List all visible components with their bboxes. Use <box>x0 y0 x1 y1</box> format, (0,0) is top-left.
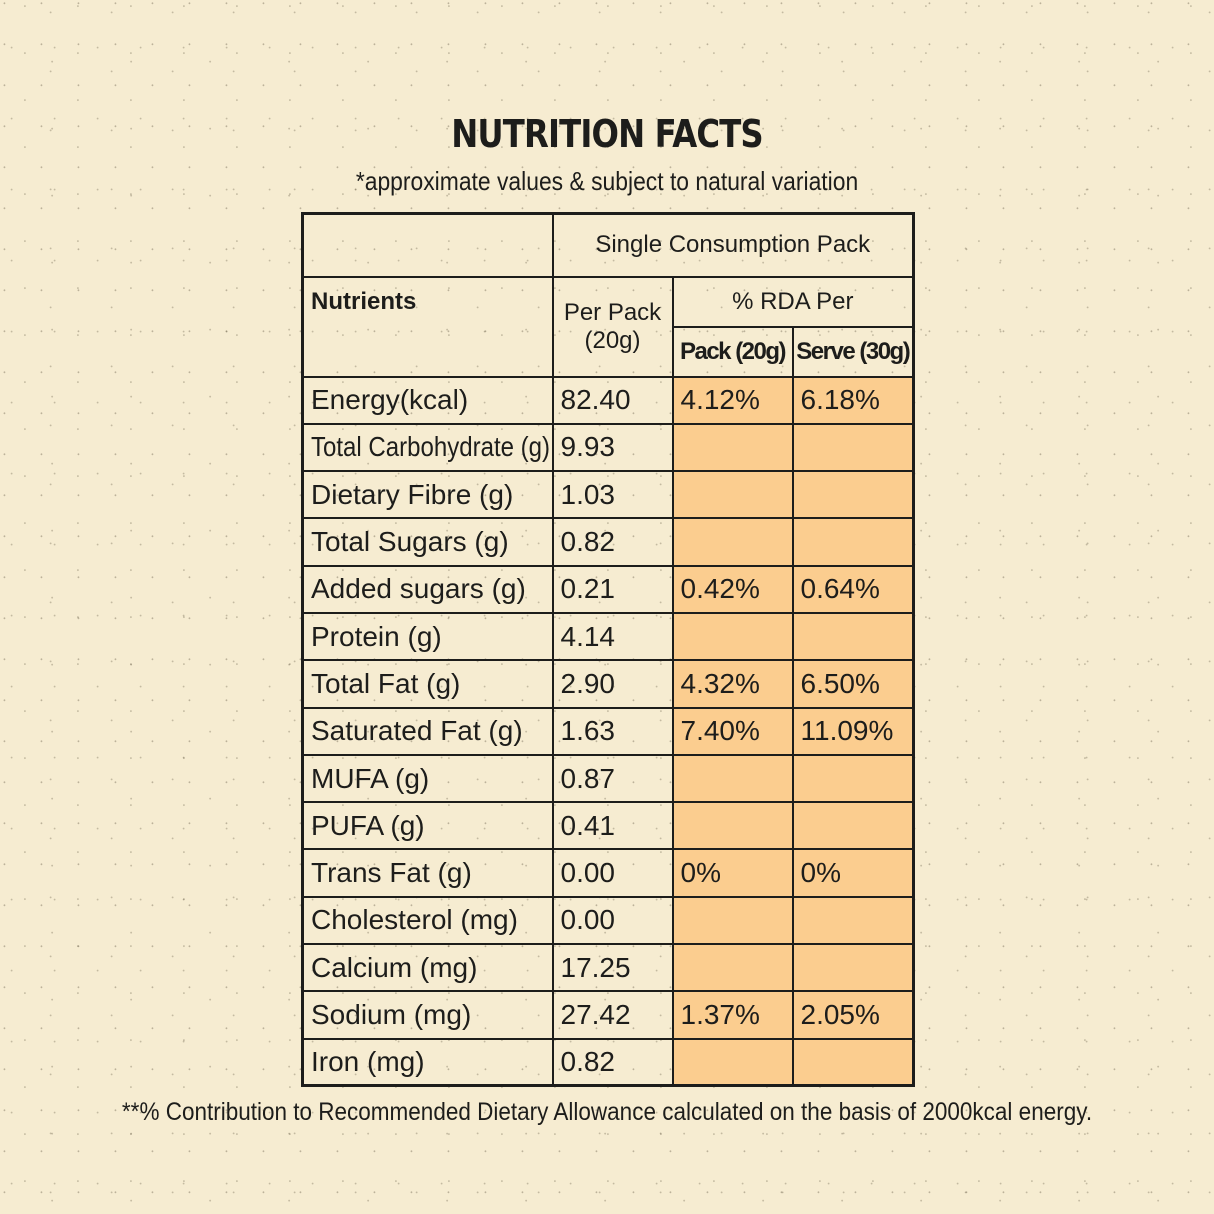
rda-serve-value: 11.09% <box>791 706 915 756</box>
per-pack-unit: (20g) <box>584 326 641 354</box>
rda-pack-value <box>671 943 794 993</box>
rda-pack-value: 1.37% <box>671 990 794 1040</box>
rda-pack-value: 4.12% <box>671 375 794 425</box>
per-pack-value: 0.82 <box>551 517 674 567</box>
nutrient-name: Total Carbohydrate (g) <box>301 422 554 473</box>
rda-serve-value <box>791 753 915 804</box>
nutrient-name: Saturated Fat (g) <box>301 706 554 756</box>
per-pack-value: 0.21 <box>551 564 674 614</box>
per-pack-header: Per Pack (20g) <box>551 275 674 378</box>
rda-header: % RDA Per <box>671 275 915 328</box>
nutrient-name-text: Total Carbohydrate (g) <box>311 431 551 463</box>
rda-serve-value: 0.64% <box>791 564 915 614</box>
per-pack-value: 1.03 <box>551 470 674 520</box>
nutrient-name: Total Sugars (g) <box>301 517 554 567</box>
per-pack-value: 4.14 <box>551 611 674 662</box>
rda-serve-value: 2.05% <box>791 990 915 1040</box>
table-row: Protein (g) 4.14 <box>301 611 915 662</box>
rda-serve-value <box>791 470 915 520</box>
per-pack-value: 17.25 <box>551 943 674 993</box>
rda-pack-value: 4.32% <box>671 659 794 709</box>
table-row: Total Fat (g) 2.90 4.32% 6.50% <box>301 659 915 709</box>
table-row: Total Sugars (g) 0.82 <box>301 517 915 567</box>
footnote: **% Contribution to Recommended Dietary … <box>121 1098 1093 1126</box>
nutrient-name: Energy(kcal) <box>301 375 554 425</box>
nutrient-name: MUFA (g) <box>301 753 554 804</box>
rda-pack-value <box>671 470 794 520</box>
rda-serve-value <box>791 943 915 993</box>
nutrients-header-spacer <box>301 326 554 378</box>
nutrient-name: Iron (mg) <box>301 1037 554 1087</box>
rda-pack-value: 0.42% <box>671 564 794 614</box>
nutrient-name: Added sugars (g) <box>301 564 554 614</box>
rda-pack-value <box>671 801 794 851</box>
table-row: MUFA (g) 0.87 <box>301 753 915 804</box>
table-row: Iron (mg) 0.82 <box>301 1037 915 1087</box>
table-row: Saturated Fat (g) 1.63 7.40% 11.09% <box>301 706 915 756</box>
rda-serve-value <box>791 422 915 473</box>
rda-serve-value: 6.18% <box>791 375 915 425</box>
table-row: Cholesterol (mg) 0.00 <box>301 895 915 946</box>
rda-pack-value: 0% <box>671 848 794 898</box>
per-pack-value: 0.00 <box>551 848 674 898</box>
table-row: Calcium (mg) 17.25 <box>301 943 915 993</box>
nutrition-table: Single Consumption Pack Nutrients Per Pa… <box>301 212 916 1088</box>
per-pack-value: 1.63 <box>551 706 674 756</box>
rda-pack-value <box>671 517 794 567</box>
per-pack-value: 9.93 <box>551 422 674 473</box>
page-subtitle: *approximate values & subject to natural… <box>355 166 859 196</box>
group-header: Single Consumption Pack <box>551 212 915 278</box>
nutrient-name: Calcium (mg) <box>301 943 554 993</box>
rda-serve-header: Serve (30g) <box>791 325 915 378</box>
nutrient-name: Cholesterol (mg) <box>301 895 554 946</box>
nutrient-name: Protein (g) <box>301 611 554 662</box>
table-row: Added sugars (g) 0.21 0.42% 0.64% <box>301 564 915 614</box>
page-title: NUTRITION FACTS <box>451 112 763 156</box>
rda-pack-value <box>671 753 794 804</box>
nutrient-name: PUFA (g) <box>301 801 554 851</box>
table-row: Total Carbohydrate (g) 9.93 <box>301 422 915 473</box>
rda-serve-value <box>791 517 915 567</box>
per-pack-value: 2.90 <box>551 659 674 709</box>
per-pack-label: Per Pack <box>563 298 662 326</box>
rda-pack-value: 7.40% <box>671 706 794 756</box>
rda-serve-value <box>791 611 915 662</box>
per-pack-value: 82.40 <box>551 375 674 425</box>
nutrient-name: Total Fat (g) <box>301 659 554 709</box>
rda-pack-header: Pack (20g) <box>671 325 794 378</box>
rda-serve-value <box>791 801 915 851</box>
rda-serve-value <box>791 1037 915 1087</box>
rda-serve-value: 0% <box>791 848 915 898</box>
header-empty-cell <box>301 212 554 278</box>
nutrients-header: Nutrients <box>301 275 554 327</box>
table-row: Energy(kcal) 82.40 4.12% 6.18% <box>301 375 915 425</box>
rda-pack-value <box>671 422 794 473</box>
table-row: Trans Fat (g) 0.00 0% 0% <box>301 848 915 898</box>
per-pack-value: 0.87 <box>551 753 674 804</box>
per-pack-value: 0.00 <box>551 895 674 946</box>
nutrient-name: Dietary Fibre (g) <box>301 470 554 520</box>
table-row: Sodium (mg) 27.42 1.37% 2.05% <box>301 990 915 1040</box>
rda-pack-value <box>671 895 794 946</box>
per-pack-value: 27.42 <box>551 990 674 1040</box>
per-pack-value: 0.41 <box>551 801 674 851</box>
rda-serve-value: 6.50% <box>791 659 915 709</box>
table-row: PUFA (g) 0.41 <box>301 801 915 851</box>
table-row: Dietary Fibre (g) 1.03 <box>301 470 915 520</box>
nutrient-name: Sodium (mg) <box>301 990 554 1040</box>
rda-pack-value <box>671 611 794 662</box>
rda-pack-value <box>671 1037 794 1087</box>
per-pack-value: 0.82 <box>551 1037 674 1087</box>
rda-serve-value <box>791 895 915 946</box>
nutrient-name: Trans Fat (g) <box>301 848 554 898</box>
